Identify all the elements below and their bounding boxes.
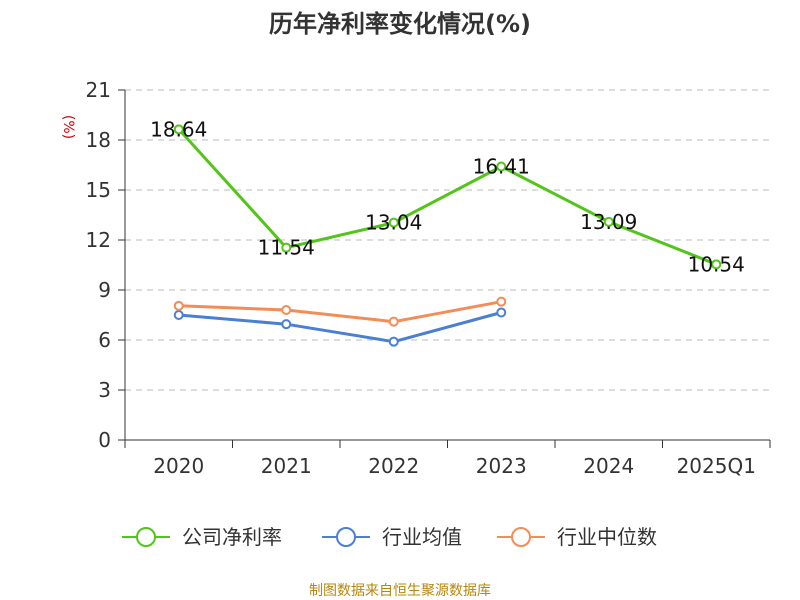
data-point[interactable] — [496, 161, 507, 172]
data-label: 10.54 — [688, 252, 745, 276]
data-point[interactable] — [388, 336, 399, 347]
legend: 公司净利率 行业均值 行业中位数 — [122, 525, 657, 549]
y-tick-label: 15 — [86, 178, 111, 202]
gridlines — [125, 89, 770, 391]
data-label: 16.41 — [473, 155, 530, 179]
y-tick-label: 6 — [98, 328, 111, 352]
data-point[interactable] — [496, 307, 507, 318]
source-note: 制图数据来自恒生聚源数据库 — [309, 583, 491, 599]
data-point[interactable] — [603, 216, 614, 227]
y-tick-label: 3 — [98, 378, 111, 402]
legend-label[interactable]: 行业中位数 — [557, 525, 657, 549]
data-point[interactable] — [173, 124, 184, 135]
x-tick-label: 2024 — [583, 454, 634, 478]
series-line-0 — [177, 128, 717, 266]
legend-marker — [336, 527, 356, 547]
x-tick-label: 2022 — [368, 454, 419, 478]
series-line-1 — [178, 311, 502, 344]
legend-label[interactable]: 公司净利率 — [182, 525, 282, 549]
legend-marker — [136, 527, 156, 547]
y-tick-label: 0 — [98, 428, 111, 452]
x-tick-label: 2021 — [261, 454, 312, 478]
y-tick-label: 18 — [86, 128, 111, 152]
y-tick-label: 9 — [98, 278, 111, 302]
x-tick-label: 2020 — [153, 454, 204, 478]
series-line-2 — [178, 300, 502, 324]
data-label: 11.54 — [258, 236, 315, 260]
axes: 0 3 6 9 12 15 18 21 2020 2021 2022 2023 2024 2025Q1 — [86, 78, 771, 478]
series-lines — [173, 124, 722, 347]
data-label: 13.09 — [580, 210, 637, 234]
data-point[interactable] — [281, 319, 292, 330]
data-point[interactable] — [388, 217, 399, 228]
data-point[interactable] — [281, 242, 292, 253]
y-axis-label: (%) — [60, 115, 76, 139]
data-point[interactable] — [173, 310, 184, 320]
data-point[interactable] — [281, 305, 292, 315]
chart-title: 历年净利率变化情况(%) — [269, 10, 531, 38]
y-tick-label: 21 — [86, 78, 111, 102]
data-point[interactable] — [711, 259, 722, 270]
data-label: 18.64 — [150, 117, 207, 141]
data-point[interactable] — [388, 316, 399, 327]
data-point[interactable] — [173, 300, 184, 311]
y-tick-label: 12 — [86, 228, 111, 252]
legend-marker — [511, 527, 531, 547]
x-tick-label: 2023 — [476, 454, 527, 478]
legend-label[interactable]: 行业均值 — [382, 525, 462, 549]
data-label: 13.04 — [365, 211, 422, 235]
data-point[interactable] — [496, 296, 507, 307]
x-tick-label: 2025Q1 — [677, 454, 756, 478]
data-labels: 18.64 11.54 13.04 16.41 13.09 10.54 — [150, 117, 745, 276]
